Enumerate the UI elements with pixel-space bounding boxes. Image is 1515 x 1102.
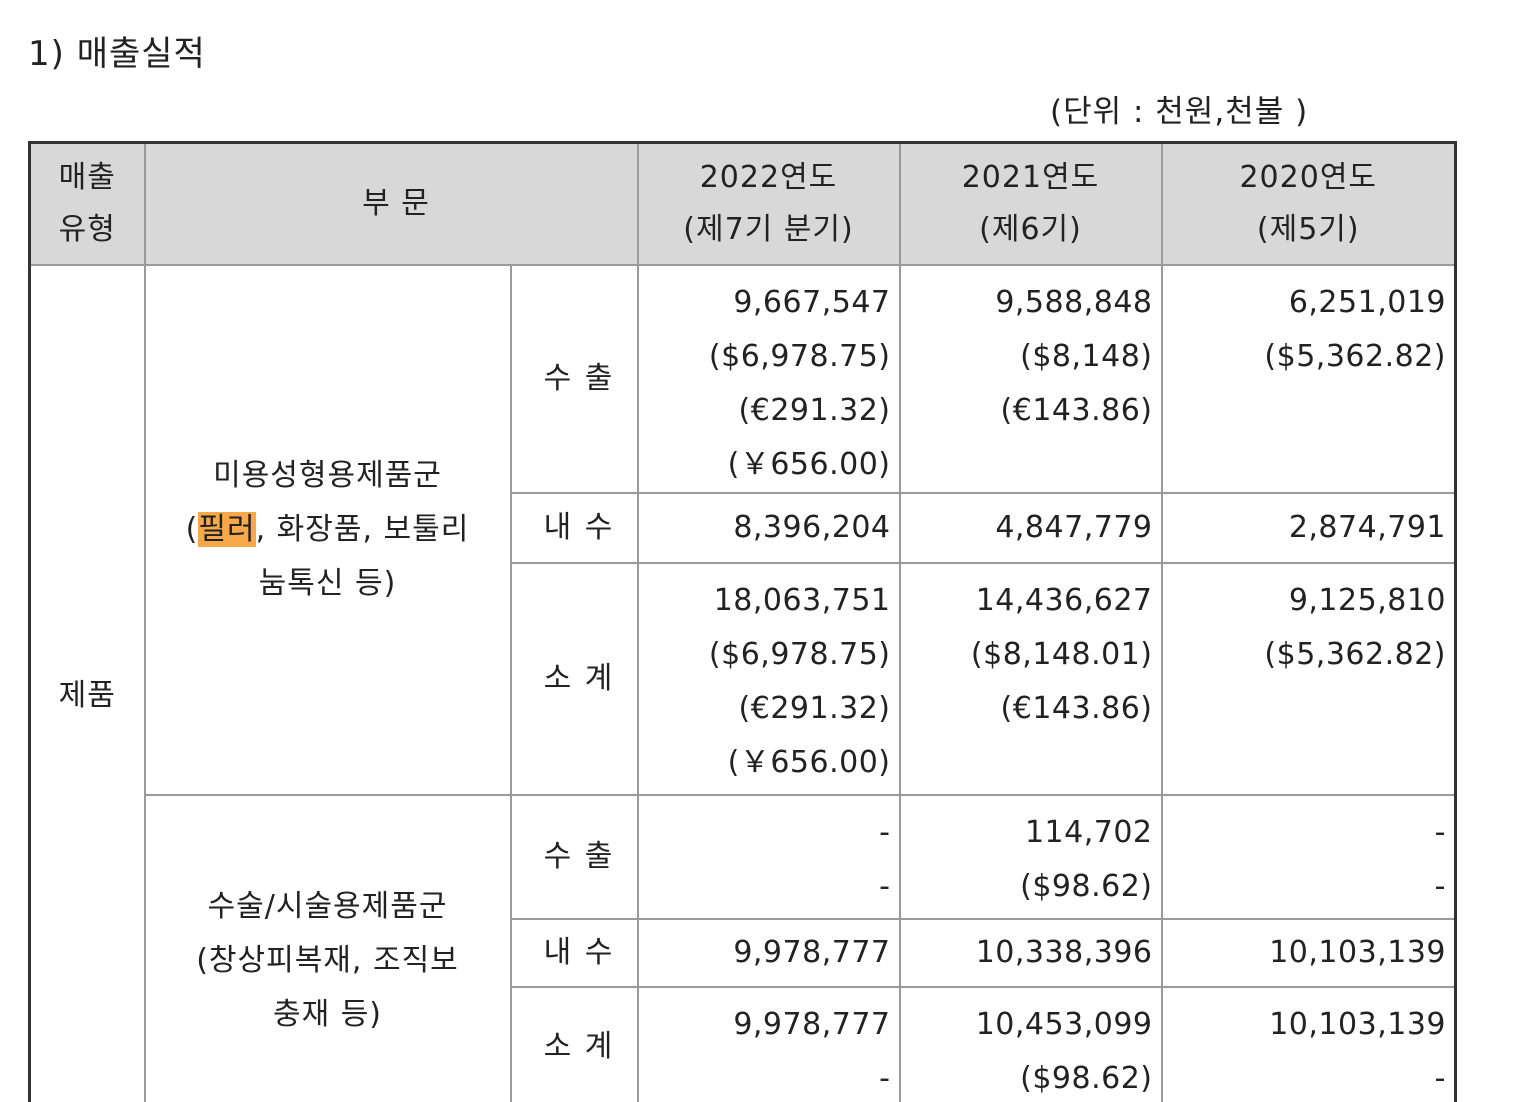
value-cell-2020: 6,251,019 ($5,362.82) [1160,264,1457,494]
header-2021: 2021연도 (제6기) [898,141,1163,266]
product-group-cell: 수술/시술용제품군 (창상피복재, 조직보 충재 등) [143,794,512,1102]
value-usd: ($5,362.82) [1264,637,1446,672]
header-2022-period: (제7기 분기) [683,212,854,247]
table-row: 제품 미용성형용제품군 (필러, 화장품, 보툴리 눔톡신 등) 수 출 9,6… [28,264,1457,1102]
value-usd: ($5,362.82) [1264,339,1446,374]
product-group-desc-line3: 눔톡신 등) [258,566,397,601]
value-usd: - [1434,1061,1446,1096]
header-division: 부 문 [143,141,639,266]
product-group-name: 미용성형용제품군 [213,458,442,493]
value-cell-2020: 10,103,139 - [1160,986,1457,1102]
value-main: 18,063,751 [713,583,891,618]
table-row: 소 계 9,978,777 - 10,453,099 ($98.62) 10,1… [30,986,1457,1102]
sales-type-cell: 제품 [28,264,146,1102]
value-usd: - [879,869,891,904]
value-cell-2021: 10,338,396 [898,918,1163,988]
value-usd: - [879,1061,891,1096]
value-usd: ($98.62) [1020,869,1153,904]
value-jpy: (￥656.00) [727,447,891,482]
value-main: 9,588,848 [995,285,1153,320]
value-jpy: (￥656.00) [727,745,891,780]
highlighted-term: 필러 [198,512,256,547]
section-title: 1) 매출실적 [28,34,206,74]
header-sales-type-line2: 유형 [58,212,116,247]
header-2020: 2020연도 (제5기) [1160,141,1457,266]
header-2021-year: 2021연도 [961,160,1100,195]
value-eur: (€291.32) [738,393,891,428]
value-main: 6,251,019 [1288,285,1446,320]
value-main: 9,978,777 [733,1007,891,1042]
value-main: 9,667,547 [733,285,891,320]
value-usd: ($6,978.75) [708,339,891,374]
value-cell-2020: 9,125,810 ($5,362.82) [1160,562,1457,796]
value-eur: (€291.32) [738,691,891,726]
table-row: 내 수 8,396,204 4,847,779 2,874,791 [30,492,1457,564]
segment-label: 내 수 [509,918,639,988]
value-usd: ($8,148.01) [970,637,1153,672]
header-2021-period: (제6기) [979,212,1082,247]
value-cell-2021: 9,588,848 ($8,148) (€143.86) [898,264,1163,494]
header-sales-type: 매출 유형 [28,141,146,266]
value-cell-2022: 8,396,204 [636,492,901,564]
value-cell-2022: 9,978,777 [636,918,901,988]
value-eur: (€143.86) [1000,691,1153,726]
header-2020-year: 2020연도 [1239,160,1378,195]
product-group-desc: (창상피복재, 조직보 [196,943,459,978]
value-usd: ($6,978.75) [708,637,891,672]
header-2022-year: 2022연도 [699,160,838,195]
value-cell-2021: 114,702 ($98.62) [898,794,1163,920]
header-sales-type-line1: 매출 [58,160,116,195]
product-group-desc-line3: 충재 등) [272,997,383,1032]
header-2022: 2022연도 (제7기 분기) [636,141,901,266]
segment-label: 소 계 [509,986,639,1102]
value-cell-2021: 10,453,099 ($98.62) [898,986,1163,1102]
value-cell-2022: 9,667,547 ($6,978.75) (€291.32) (￥656.00… [636,264,901,494]
value-cell-2022: - - [636,794,901,920]
segment-label: 내 수 [509,492,639,564]
segment-label: 수 출 [509,264,639,494]
value-cell-2022: 9,978,777 - [636,986,901,1102]
value-main: 10,453,099 [975,1007,1153,1042]
table-row: 수술/시술용제품군 (창상피복재, 조직보 충재 등) 수 출 - - 114,… [30,794,1457,1102]
value-usd: - [1434,869,1446,904]
value-usd: ($98.62) [1020,1061,1153,1096]
value-cell-2020: - - [1160,794,1457,920]
value-main: 10,103,139 [1269,1007,1446,1042]
value-cell-2020: 2,874,791 [1160,492,1457,564]
value-main: 9,125,810 [1288,583,1446,618]
product-group-cell: 미용성형용제품군 (필러, 화장품, 보툴리 눔톡신 등) [143,264,512,796]
unit-note: (단위 : 천원,천불 ) [1050,94,1309,130]
value-cell-2021: 4,847,779 [898,492,1163,564]
product-group-name: 수술/시술용제품군 [207,889,448,924]
table-row: 내 수 9,978,777 10,338,396 10,103,139 [30,918,1457,988]
value-main: 14,436,627 [975,583,1153,618]
table-row: 소 계 18,063,751 ($6,978.75) (€291.32) (￥6… [30,562,1457,796]
segment-label: 소 계 [509,562,639,796]
segment-label: 수 출 [509,794,639,920]
product-group-desc-rest: , 화장품, 보툴리 [255,512,470,547]
paren-open: ( [185,512,199,547]
value-main: - [879,815,891,850]
sales-performance-table: 매출 유형 부 문 2022연도 (제7기 분기) 2021연도 (제6기) 2… [28,141,1457,1102]
header-2020-period: (제5기) [1256,212,1360,247]
value-main: 114,702 [1024,815,1153,850]
header-row: 매출 유형 부 문 2022연도 (제7기 분기) 2021연도 (제6기) 2… [28,141,1457,266]
product-group-desc: (필러, 화장품, 보툴리 [146,503,510,557]
value-main: - [1434,815,1446,850]
value-cell-2020: 10,103,139 [1160,918,1457,988]
value-cell-2021: 14,436,627 ($8,148.01) (€143.86) [898,562,1163,796]
value-eur: (€143.86) [1000,393,1153,428]
value-cell-2022: 18,063,751 ($6,978.75) (€291.32) (￥656.0… [636,562,901,796]
value-usd: ($8,148) [1020,339,1153,374]
